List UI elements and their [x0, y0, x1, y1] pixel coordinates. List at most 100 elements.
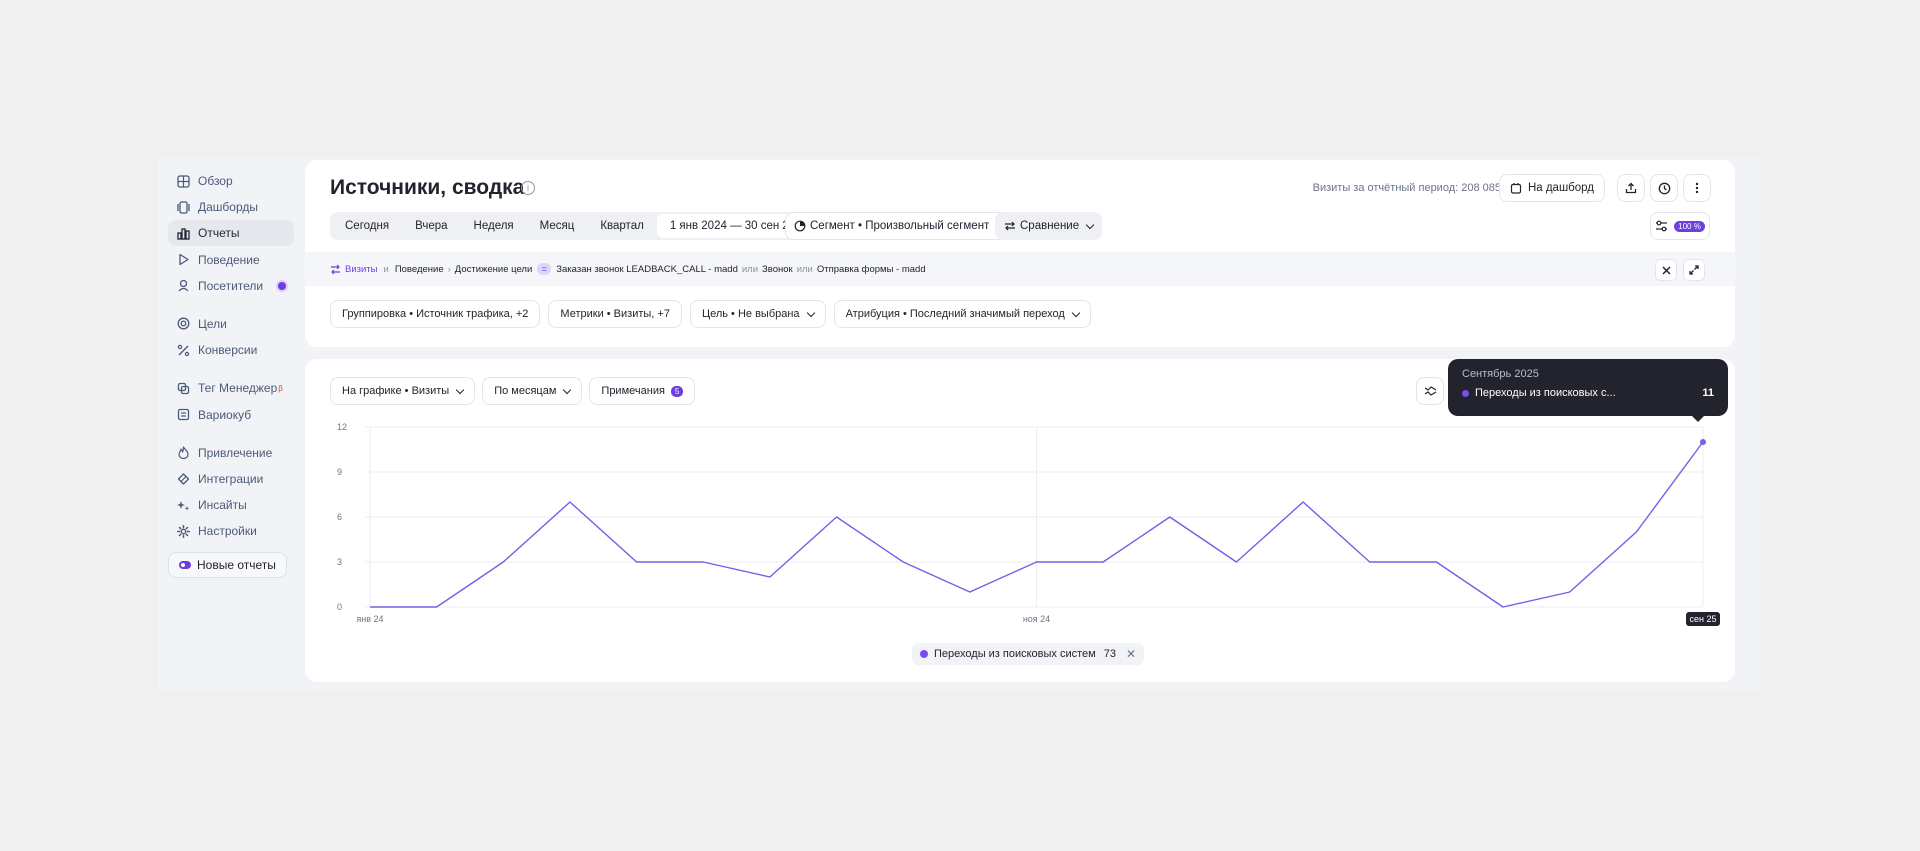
expand-filter-button[interactable]: [1683, 259, 1705, 281]
expand-icon: [1689, 265, 1699, 275]
sidebar-item-dashboards[interactable]: Дашборды: [168, 194, 294, 220]
period-month[interactable]: Месяц: [539, 220, 575, 232]
clock-icon: [1658, 182, 1670, 194]
line-chart: 0 3 6 9 12 янв 24 ноя 24 сен 25: [337, 422, 1720, 626]
x-tick-highlight: [1686, 612, 1720, 626]
x-tick-label: ноя 24: [1023, 614, 1050, 624]
new-reports-toggle[interactable]: Новые отчеты: [168, 552, 287, 579]
dashboard-button-label: На дашборд: [1527, 182, 1594, 194]
grouping-chip[interactable]: Группировка • Источник трафика, +2: [330, 300, 541, 328]
filter-goal-1[interactable]: Заказан звонок LEADBACK_CALL - madd: [556, 263, 738, 275]
close-filter-button[interactable]: [1655, 259, 1677, 281]
chevron-down-icon: [1071, 308, 1081, 317]
data-point: [1700, 439, 1706, 445]
chevron-down-icon: [806, 308, 815, 317]
variocube-icon: [176, 408, 190, 422]
filter-goal-achievement[interactable]: Достижение цели: [454, 263, 533, 275]
chart-legend-item[interactable]: Переходы из поисковых систем 73 ✕: [912, 643, 1145, 665]
equals-badge: =: [537, 263, 552, 275]
period-week[interactable]: Неделя: [473, 220, 514, 232]
report-params: Группировка • Источник трафика, +2 Метри…: [330, 300, 1091, 328]
filter-goal-3[interactable]: Отправка формы - madd: [816, 263, 926, 275]
sidebar-item-visitors[interactable]: Посетители: [168, 273, 294, 299]
comparison-label: Сравнение: [1020, 220, 1080, 232]
period-selector: Сегодня Вчера Неделя Месяц Квартал 1 янв…: [330, 212, 833, 240]
filter-or: или: [796, 263, 813, 275]
by-months-dropdown[interactable]: По месяцам: [482, 377, 583, 405]
sampling-settings-button[interactable]: 100 %: [1650, 212, 1710, 240]
notification-dot: [278, 281, 286, 290]
add-to-dashboard-button[interactable]: На дашборд: [1498, 174, 1605, 202]
export-icon: [1625, 182, 1637, 194]
chevron-down-icon: [563, 385, 572, 394]
y-tick-label: 9: [337, 467, 342, 477]
visits-filter-icon: [331, 264, 340, 274]
sidebar-item-label: Поведение: [198, 252, 260, 267]
sidebar-item-reports[interactable]: Отчеты: [168, 220, 294, 247]
y-tick-label: 6: [337, 512, 342, 522]
sidebar-item-label: Интеграции: [198, 471, 264, 486]
report-header-card: Источники, сводка i Визиты за отчётный п…: [305, 160, 1735, 347]
info-icon[interactable]: i: [521, 181, 535, 195]
on-chart-dropdown[interactable]: На графике • Визиты: [330, 377, 476, 405]
notes-button[interactable]: Примечания 5: [589, 377, 696, 405]
visits-total: Визиты за отчётный период: 208 085: [1312, 182, 1501, 194]
export-button[interactable]: [1617, 174, 1645, 202]
notes-count-badge: 5: [670, 385, 684, 397]
goal-chip[interactable]: Цель • Не выбрана: [689, 300, 826, 328]
tooltip-series: Переходы из поисковых с...: [1475, 387, 1616, 399]
new-reports-label: Новые отчеты: [197, 558, 276, 573]
pie-icon: [794, 220, 806, 232]
sidebar-item-behavior[interactable]: Поведение: [168, 247, 294, 273]
sidebar-item-acquisition[interactable]: Привлечение: [168, 440, 294, 466]
filter-goal-2[interactable]: Звонок: [762, 263, 793, 275]
y-tick-label: 12: [337, 422, 347, 432]
sidebar-item-label: Привлечение: [198, 445, 273, 460]
period-today[interactable]: Сегодня: [345, 220, 390, 232]
tooltip-value: 11: [1702, 387, 1714, 399]
sidebar-item-settings[interactable]: Настройки: [168, 518, 294, 544]
play-icon: [176, 253, 190, 267]
period-yesterday[interactable]: Вчера: [415, 220, 448, 232]
comparison-dropdown[interactable]: Сравнение: [995, 212, 1103, 240]
sidebar-item-tag-manager[interactable]: Тег Менеджер β: [168, 375, 294, 401]
filter-visits[interactable]: Визиты: [345, 263, 378, 275]
sidebar-item-insights[interactable]: Инсайты: [168, 492, 294, 518]
chart-type-button[interactable]: [1416, 377, 1444, 405]
sidebar-item-conversions[interactable]: Конверсии: [168, 337, 294, 363]
sparkle-icon: [176, 498, 190, 512]
beta-mark: β: [278, 383, 283, 393]
percent-icon: [176, 343, 190, 357]
user-icon: [176, 279, 190, 293]
goal-chip-label: Цель • Не выбрана: [701, 308, 800, 320]
y-tick-label: 3: [337, 557, 342, 567]
sidebar-item-label: Инсайты: [198, 498, 247, 513]
fire-icon: [176, 446, 190, 460]
period-quarter[interactable]: Квартал: [600, 220, 644, 232]
attribution-chip[interactable]: Атрибуция • Последний значимый переход: [833, 300, 1091, 328]
x-tick-label: сен 25: [1690, 614, 1717, 624]
x-tick-label: янв 24: [356, 614, 383, 624]
segment-dropdown[interactable]: Сегмент • Произвольный сегмент: [785, 212, 1013, 240]
sidebar-item-label: Тег Менеджер: [198, 381, 278, 396]
sidebar-item-label: Настройки: [198, 524, 257, 539]
page-title: Источники, сводка: [330, 176, 525, 199]
metrics-chip[interactable]: Метрики • Визиты, +7: [548, 300, 682, 328]
y-tick-label: 0: [337, 602, 342, 612]
toggle-icon: [179, 561, 191, 570]
sidebar-item-integrations[interactable]: Интеграции: [168, 466, 294, 492]
more-vertical-icon: [1695, 182, 1699, 194]
sidebar-item-variocube[interactable]: Вариокуб: [168, 402, 294, 428]
sidebar-item-label: Посетители: [198, 278, 264, 293]
chart-settings-icon: [1424, 386, 1436, 396]
history-button[interactable]: [1650, 174, 1678, 202]
filter-behavior[interactable]: Поведение: [394, 263, 444, 275]
series-dot: [1462, 389, 1469, 397]
sliders-icon: [1656, 220, 1668, 232]
remove-series-icon[interactable]: ✕: [1125, 647, 1137, 661]
more-button[interactable]: [1683, 174, 1711, 202]
tooltip-row: Переходы из поисковых с... 11: [1462, 387, 1714, 399]
segment-label: Сегмент • Произвольный сегмент: [810, 220, 990, 232]
sidebar-item-goals[interactable]: Цели: [168, 311, 294, 337]
sidebar-item-overview[interactable]: Обзор: [168, 168, 294, 194]
